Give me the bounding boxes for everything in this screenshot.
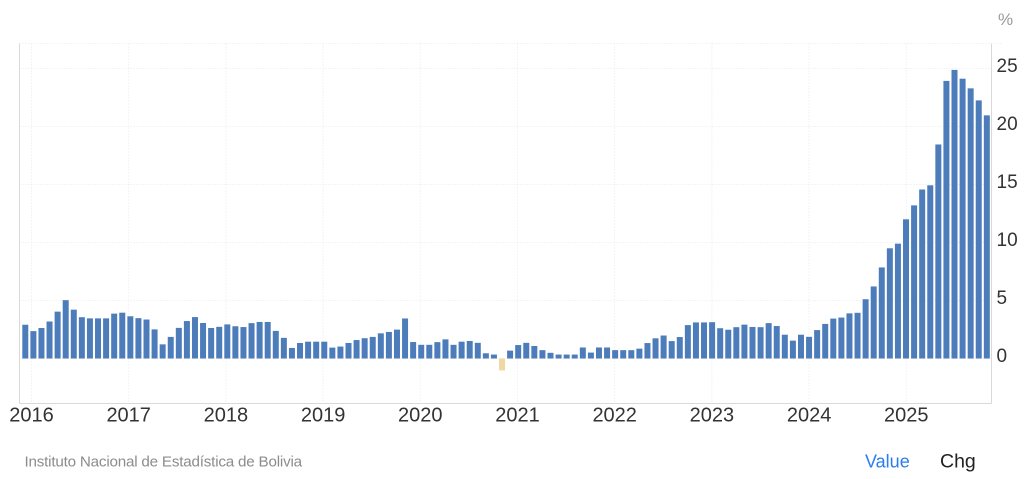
svg-text:0: 0 xyxy=(997,346,1008,367)
svg-text:2021: 2021 xyxy=(495,405,540,427)
svg-text:15: 15 xyxy=(997,172,1018,193)
svg-text:2017: 2017 xyxy=(106,405,151,427)
svg-text:Value: Value xyxy=(865,452,910,472)
svg-text:10: 10 xyxy=(997,230,1018,251)
svg-text:20: 20 xyxy=(997,114,1018,135)
svg-text:2018: 2018 xyxy=(204,405,249,427)
svg-text:25: 25 xyxy=(997,56,1018,77)
svg-text:Instituto Nacional de Estadíst: Instituto Nacional de Estadística de Bol… xyxy=(25,453,303,470)
svg-text:2019: 2019 xyxy=(301,405,346,427)
svg-text:Chg: Chg xyxy=(940,451,976,473)
svg-text:5: 5 xyxy=(997,288,1008,309)
svg-text:2022: 2022 xyxy=(592,405,637,427)
svg-text:2016: 2016 xyxy=(9,405,54,427)
svg-text:2023: 2023 xyxy=(690,405,735,427)
svg-text:2020: 2020 xyxy=(398,405,443,427)
svg-text:2024: 2024 xyxy=(787,405,832,427)
svg-text:2025: 2025 xyxy=(884,405,929,427)
svg-text:%: % xyxy=(998,10,1013,29)
